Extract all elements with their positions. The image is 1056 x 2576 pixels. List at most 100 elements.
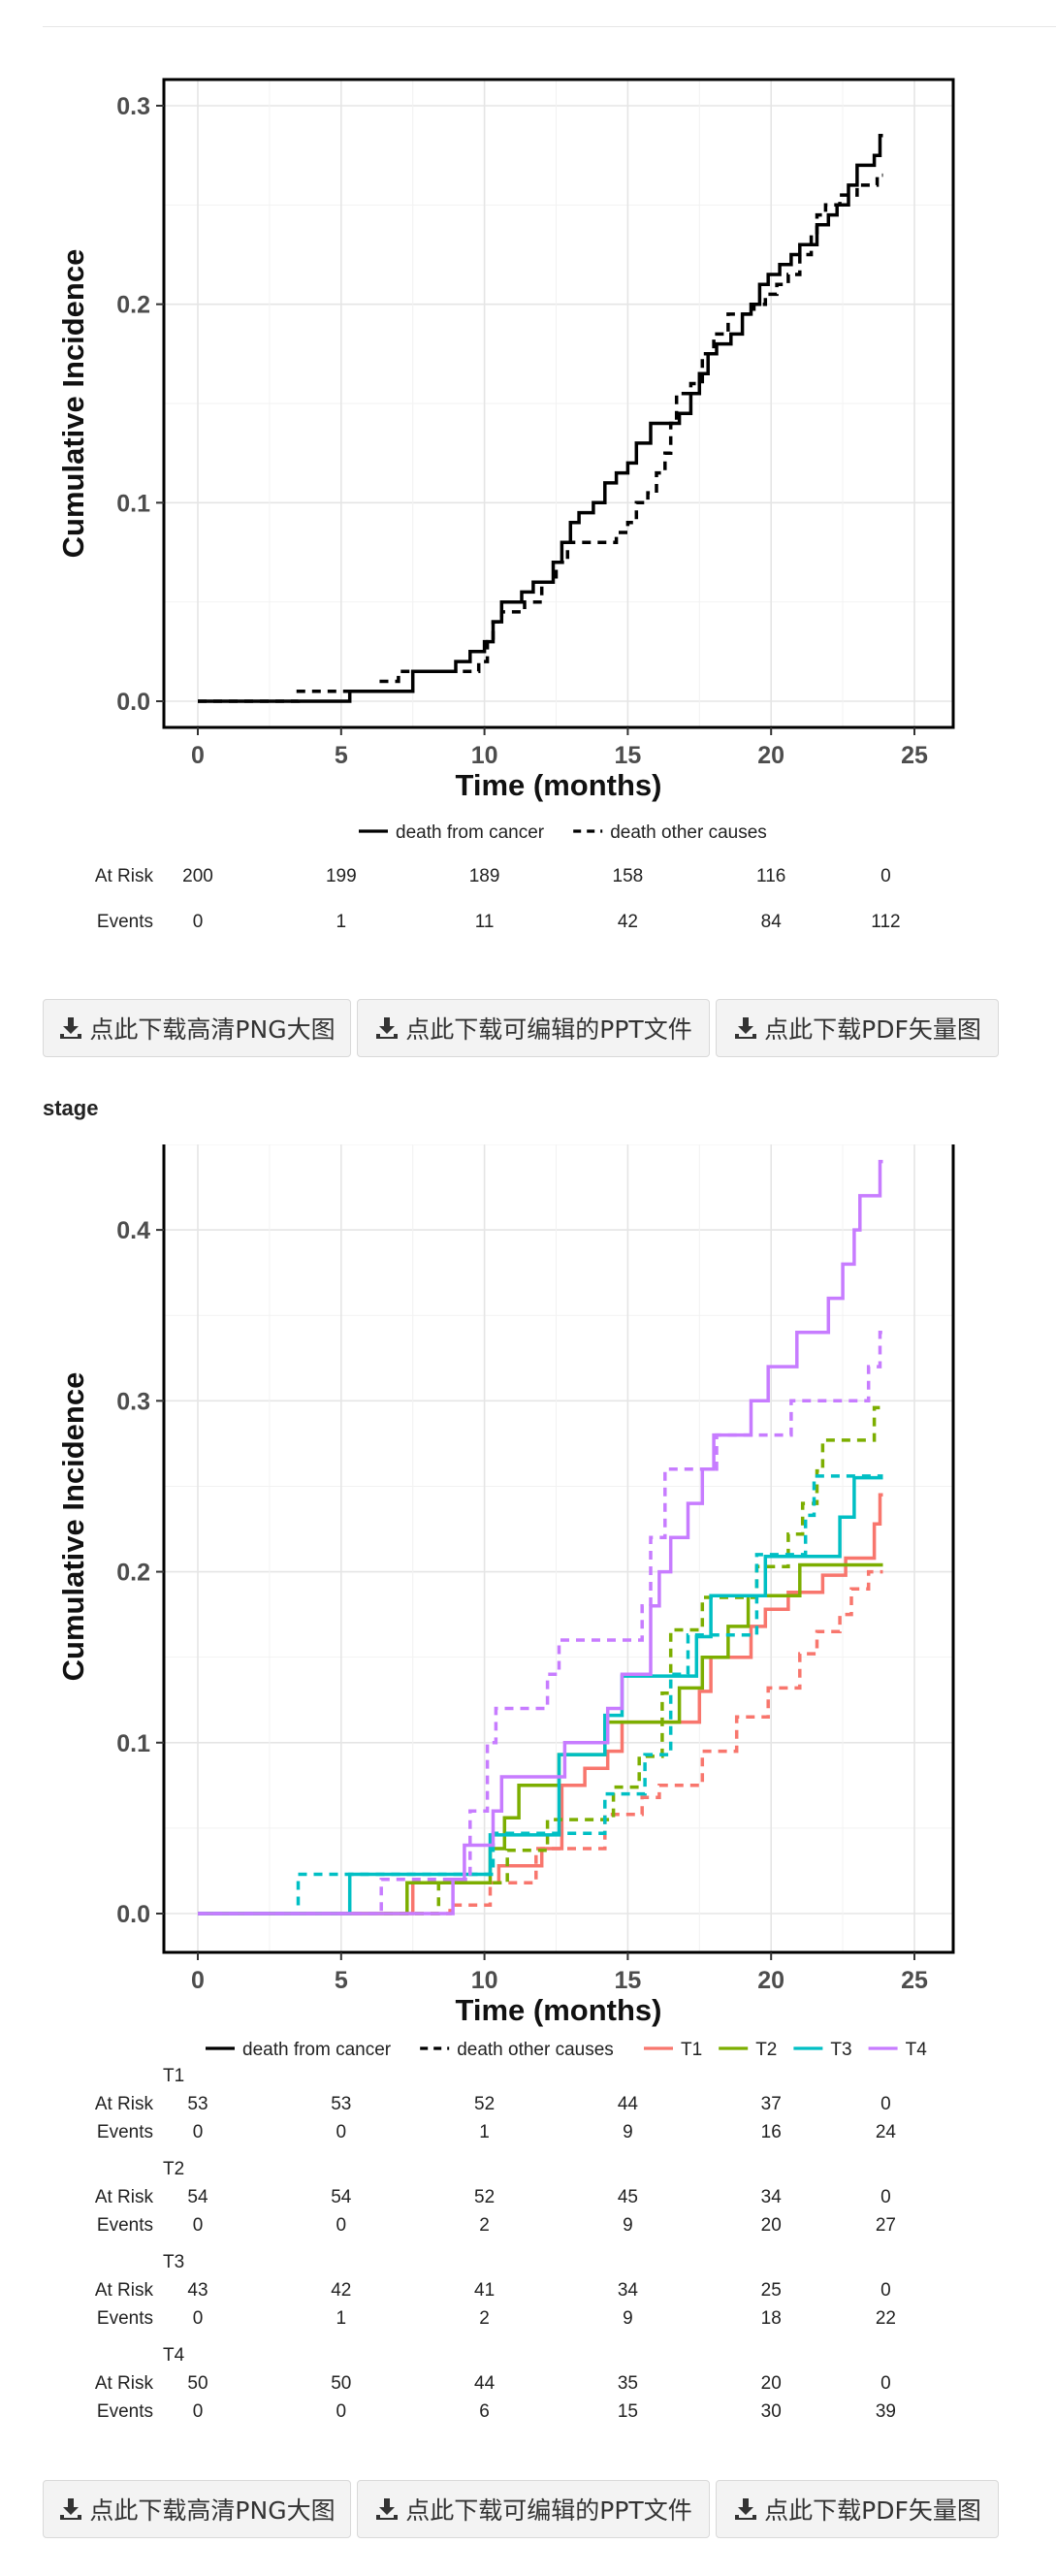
download-ppt-label: 点此下载可编辑的PPT文件 <box>405 1015 692 1044</box>
risk-cell: 112 <box>871 912 900 932</box>
legend-label: death from cancer <box>242 2040 392 2060</box>
risk-cell: 0 <box>193 2122 204 2142</box>
risk-cell: 0 <box>193 912 204 932</box>
y-axis-title: Cumulative Incidence <box>56 1372 90 1682</box>
risk-cell: 39 <box>876 2401 896 2422</box>
legend-label: T4 <box>906 2040 928 2060</box>
risk-cell: 0 <box>880 2280 891 2301</box>
risk-cell: 50 <box>331 2373 351 2394</box>
risk-cell: 54 <box>187 2187 208 2207</box>
risk-group-label: T2 <box>163 2159 184 2179</box>
risk-cell: 0 <box>880 2373 891 2394</box>
risk-cell: 43 <box>187 2280 208 2301</box>
risk-row-label: Events <box>97 2308 153 2329</box>
y-tick-label: 0.2 <box>116 292 150 319</box>
y-tick-label: 0.0 <box>116 1901 150 1928</box>
risk-cell: 34 <box>761 2187 783 2207</box>
risk-cell: 0 <box>193 2308 204 2329</box>
risk-cell: 1 <box>336 912 347 932</box>
y-tick-label: 0.3 <box>116 93 150 120</box>
download-png-button[interactable]: 点此下载高清PNG大图 <box>43 2480 351 2538</box>
x-tick-label: 0 <box>191 742 205 769</box>
risk-cell: 52 <box>474 2094 495 2114</box>
series-line-t1-dashed <box>198 1569 883 1916</box>
download-pdf-button[interactable]: 点此下载PDF矢量图 <box>716 999 999 1057</box>
risk-cell: 200 <box>182 866 213 886</box>
risk-cell: 199 <box>326 866 357 886</box>
x-tick-label: 25 <box>901 1967 928 1994</box>
risk-cell: 0 <box>193 2401 204 2422</box>
risk-group-label: T3 <box>163 2252 184 2272</box>
risk-cell: 9 <box>623 2215 633 2236</box>
x-tick-label: 15 <box>614 742 641 769</box>
y-tick-label: 0.1 <box>116 490 150 517</box>
risk-row-label: Events <box>97 912 153 932</box>
download-png-button[interactable]: 点此下载高清PNG大图 <box>43 999 351 1057</box>
risk-cell: 53 <box>331 2094 351 2114</box>
risk-cell: 116 <box>756 866 785 886</box>
risk-group-label: T1 <box>163 2066 184 2086</box>
risk-cell: 84 <box>761 912 783 932</box>
risk-cell: 37 <box>761 2094 782 2114</box>
risk-cell: 30 <box>761 2401 782 2422</box>
risk-cell: 11 <box>475 912 495 932</box>
y-tick-label: 0.2 <box>116 1560 150 1587</box>
x-tick-label: 25 <box>901 742 928 769</box>
risk-cell: 16 <box>761 2122 782 2142</box>
risk-cell: 9 <box>623 2122 633 2142</box>
risk-cell: 20 <box>761 2373 782 2394</box>
risk-row-label: Events <box>97 2122 153 2142</box>
top-divider <box>43 26 1056 27</box>
section-label-stage: stage <box>43 1096 99 1120</box>
plot-border <box>162 1144 955 1954</box>
risk-row-label: At Risk <box>95 866 154 886</box>
y-tick-label: 0.3 <box>116 1388 150 1415</box>
download-png-label: 点此下载高清PNG大图 <box>89 1015 336 1044</box>
x-tick-label: 5 <box>335 742 348 769</box>
risk-cell: 41 <box>474 2280 495 2301</box>
download-pdf-label: 点此下载PDF矢量图 <box>764 1015 981 1044</box>
download-icon <box>60 1017 82 1039</box>
risk-cell: 9 <box>623 2308 633 2329</box>
risk-cell: 0 <box>336 2401 347 2422</box>
risk-cell: 1 <box>479 2122 490 2142</box>
risk-cell: 53 <box>187 2094 208 2114</box>
x-tick-label: 10 <box>471 1967 498 1994</box>
risk-cell: 44 <box>474 2373 496 2394</box>
download-ppt-button[interactable]: 点此下载可编辑的PPT文件 <box>357 999 710 1057</box>
x-tick-label: 20 <box>757 1967 784 1994</box>
download-pdf-label: 点此下载PDF矢量图 <box>764 2496 981 2525</box>
risk-cell: 0 <box>336 2122 347 2142</box>
risk-row-label: At Risk <box>95 2094 154 2114</box>
download-ppt-button[interactable]: 点此下载可编辑的PPT文件 <box>357 2480 710 2538</box>
download-pdf-button[interactable]: 点此下载PDF矢量图 <box>716 2480 999 2538</box>
risk-row-label: At Risk <box>95 2280 154 2301</box>
x-tick-label: 10 <box>471 742 498 769</box>
risk-cell: 2 <box>479 2308 490 2329</box>
legend-label: death other causes <box>610 822 767 843</box>
y-axis-title: Cumulative Incidence <box>56 249 90 559</box>
risk-cell: 45 <box>618 2187 638 2207</box>
series-line-t4-dashed <box>198 1331 883 1916</box>
plot-border <box>162 78 955 729</box>
series-line-t1-solid <box>198 1493 883 1916</box>
download-icon <box>735 2498 757 2520</box>
risk-cell: 54 <box>331 2187 352 2207</box>
x-axis-title: Time (months) <box>456 1993 662 2027</box>
risk-cell: 15 <box>618 2401 638 2422</box>
risk-cell: 42 <box>331 2280 351 2301</box>
legend-label: T2 <box>755 2040 777 2060</box>
risk-row-label: Events <box>97 2401 153 2422</box>
download-icon <box>376 2498 399 2520</box>
download-ppt-label: 点此下载可编辑的PPT文件 <box>405 2496 692 2525</box>
download-icon <box>60 2498 82 2520</box>
risk-row-label: Events <box>97 2215 153 2236</box>
risk-cell: 42 <box>618 912 638 932</box>
legend-label: T3 <box>830 2040 851 2060</box>
risk-cell: 24 <box>876 2122 897 2142</box>
risk-cell: 158 <box>613 866 644 886</box>
legend-label: T1 <box>681 2040 702 2060</box>
x-tick-label: 20 <box>757 742 784 769</box>
